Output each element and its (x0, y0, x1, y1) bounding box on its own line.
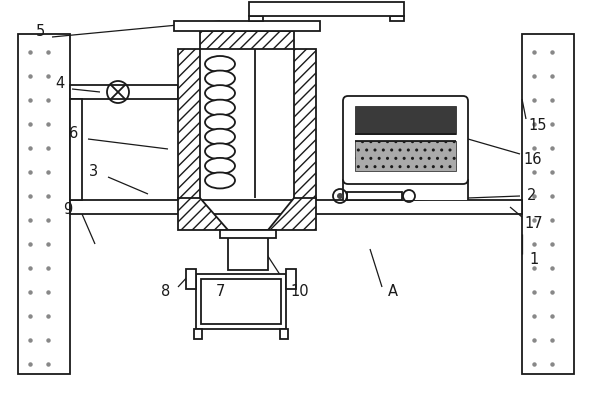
Ellipse shape (205, 56, 235, 72)
Ellipse shape (205, 173, 235, 189)
Bar (286, 269, 296, 289)
Ellipse shape (205, 143, 235, 160)
Bar (355, 106, 456, 134)
Text: 1: 1 (530, 252, 538, 267)
Bar (196, 274, 286, 329)
Bar (174, 21, 320, 31)
Bar (186, 269, 196, 289)
Ellipse shape (205, 85, 235, 101)
Bar (355, 141, 456, 171)
Bar (18, 34, 70, 374)
Bar (70, 85, 178, 99)
Bar (390, 16, 404, 21)
Bar (228, 230, 268, 270)
Bar (200, 49, 294, 198)
Ellipse shape (205, 100, 235, 116)
Bar (200, 31, 294, 49)
Text: A: A (388, 283, 398, 299)
Text: 9: 9 (64, 202, 73, 216)
Text: 7: 7 (215, 283, 225, 299)
Ellipse shape (205, 158, 235, 174)
Bar (294, 49, 316, 200)
Bar (70, 200, 522, 214)
Bar (249, 16, 263, 21)
Text: 2: 2 (527, 189, 537, 204)
Text: 3: 3 (89, 164, 99, 180)
Bar (194, 329, 202, 339)
Text: 17: 17 (525, 216, 543, 231)
Polygon shape (178, 198, 228, 230)
Bar (347, 192, 402, 200)
Bar (201, 279, 281, 324)
Ellipse shape (205, 114, 235, 130)
Bar (343, 179, 468, 200)
Text: 4: 4 (55, 76, 65, 90)
Circle shape (337, 193, 343, 199)
Text: 16: 16 (524, 153, 542, 168)
Polygon shape (268, 198, 316, 230)
Ellipse shape (205, 71, 235, 87)
Ellipse shape (205, 129, 235, 145)
Text: 15: 15 (529, 119, 547, 133)
Bar (220, 230, 276, 238)
Bar (522, 34, 574, 374)
Text: 5: 5 (35, 23, 45, 38)
Text: 10: 10 (291, 283, 309, 299)
Text: 8: 8 (161, 283, 171, 299)
Bar (249, 2, 404, 16)
Bar (70, 99, 82, 200)
Bar (178, 49, 200, 200)
FancyBboxPatch shape (343, 96, 468, 184)
Bar (280, 329, 288, 339)
Text: 6: 6 (70, 126, 79, 141)
